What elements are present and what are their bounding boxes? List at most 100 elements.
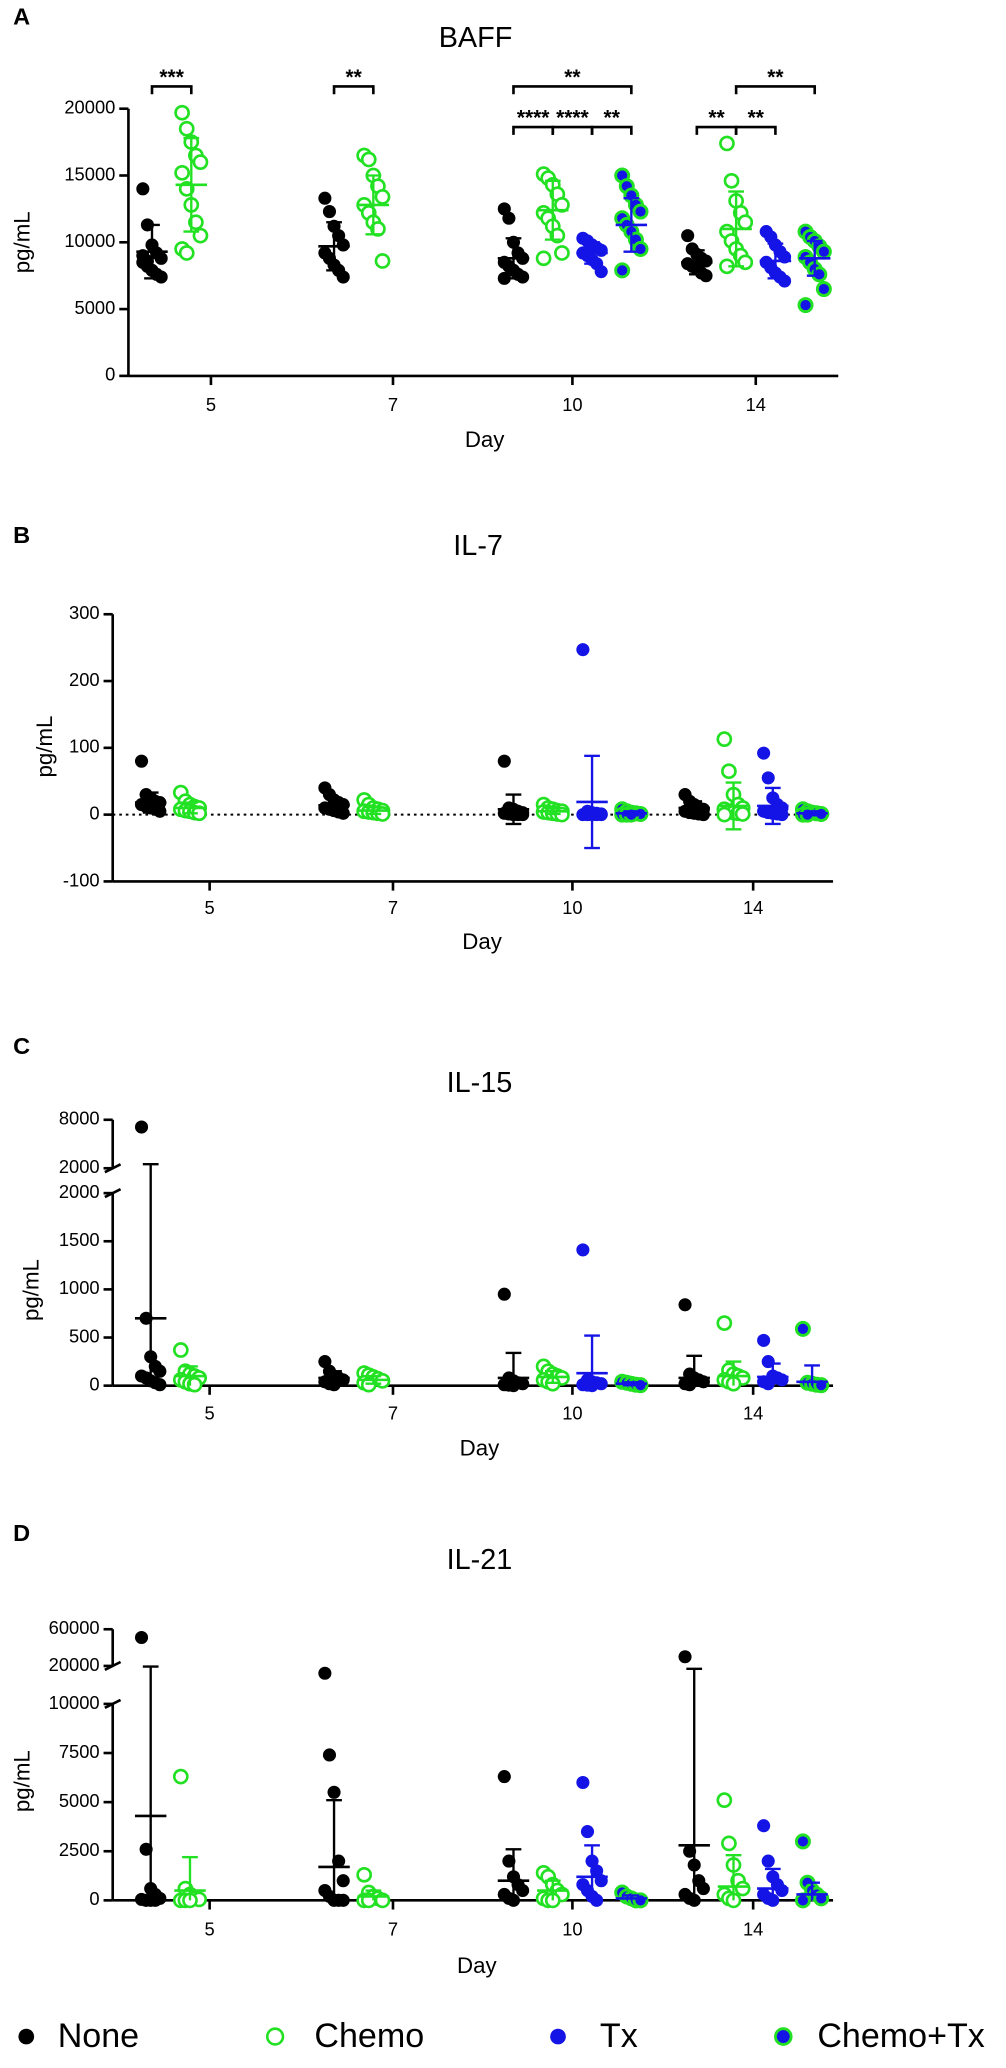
y-axis-label: pg/mL [32, 716, 57, 778]
chart-title: IL-7 [453, 530, 503, 562]
data-point [594, 265, 608, 279]
data-point [516, 1883, 530, 1898]
x-tick-label: 14 [743, 1918, 763, 1939]
data-point [356, 1866, 373, 1883]
data-point [332, 1854, 346, 1868]
data-point [716, 731, 733, 748]
data-point [136, 182, 150, 196]
y-tick-label: 20000 [49, 1654, 100, 1675]
data-point [683, 1378, 697, 1392]
data-point [590, 1893, 604, 1907]
x-tick-label: 7 [388, 1402, 398, 1423]
data-point [699, 254, 713, 268]
data-point [775, 808, 789, 822]
y-tick-label: 200 [69, 669, 100, 690]
data-point [716, 806, 733, 823]
significance-bracket [150, 85, 193, 95]
data-point [322, 205, 337, 219]
data-point [174, 104, 190, 121]
data-point [374, 189, 391, 205]
data-point [614, 262, 631, 279]
data-point [360, 151, 377, 168]
data-point [632, 203, 649, 220]
data-point [327, 1785, 341, 1799]
data-point [683, 1844, 697, 1858]
data-point [721, 763, 737, 780]
significance-label: ** [564, 66, 581, 89]
x-tick-label: 5 [205, 897, 215, 918]
y-tick-label: 100 [69, 736, 100, 757]
significance-label: ** [767, 66, 784, 89]
data-point [757, 1819, 771, 1833]
data-point [576, 1243, 590, 1257]
y-tick-label: 0 [89, 802, 99, 823]
data-point [516, 808, 530, 822]
data-point [502, 1854, 516, 1868]
data-point [761, 1355, 775, 1369]
legend-label: Chemo [314, 2017, 424, 2055]
y-tick-label: 5000 [75, 297, 116, 318]
panel-label: A [13, 4, 30, 30]
data-point [699, 269, 713, 283]
y-tick-label: 500 [69, 1325, 100, 1346]
significance-label: **** [517, 107, 550, 130]
x-tick-label: 10 [562, 394, 582, 415]
data-point [590, 1864, 604, 1878]
legend-marker [550, 2028, 566, 2045]
data-point [797, 297, 814, 314]
data-point [497, 1287, 511, 1301]
significance-label: *** [159, 66, 184, 89]
data-point [716, 1315, 733, 1331]
y-axis-label: pg/mL [19, 1259, 44, 1321]
data-point [153, 1364, 167, 1378]
x-axis-label: Day [462, 929, 502, 954]
y-tick-label: 10000 [49, 1692, 100, 1713]
data-point [497, 1770, 511, 1784]
data-point [188, 214, 204, 231]
y-tick-label: 10000 [64, 230, 115, 251]
significance-bracket [590, 125, 633, 135]
significance-label: ** [708, 107, 725, 130]
significance-label: **** [556, 107, 589, 130]
data-point [775, 1373, 789, 1387]
data-point [134, 1630, 149, 1645]
significance-label: ** [748, 107, 765, 130]
data-point [737, 214, 754, 231]
y-tick-label: 15000 [64, 163, 115, 184]
data-point [174, 164, 190, 181]
x-tick-label: 7 [388, 1918, 398, 1939]
x-tick-label: 14 [743, 1402, 763, 1423]
y-tick-label: -100 [63, 869, 100, 890]
data-point [576, 1775, 590, 1790]
data-point [154, 270, 168, 284]
data-point [734, 1880, 751, 1897]
x-tick-label: 10 [562, 897, 582, 918]
data-point [336, 1874, 350, 1888]
data-point [757, 1333, 771, 1347]
data-point [681, 229, 695, 243]
data-point [678, 1298, 692, 1312]
data-point [761, 771, 775, 785]
legend-marker [18, 2028, 35, 2045]
data-point [696, 808, 710, 822]
legend-label: Tx [600, 2017, 638, 2055]
y-tick-label: 8000 [59, 1108, 100, 1129]
significance-bracket [734, 125, 777, 135]
significance-bracket [734, 85, 817, 95]
data-point [516, 270, 530, 284]
data-point [172, 1768, 189, 1785]
data-point [554, 245, 570, 261]
x-tick-label: 7 [388, 394, 398, 415]
y-tick-label: 7500 [59, 1741, 100, 1762]
data-point [815, 281, 832, 298]
data-point [134, 754, 149, 768]
data-point [140, 254, 154, 268]
data-point [778, 274, 792, 288]
data-point [794, 1320, 811, 1337]
x-tick-label: 5 [205, 1402, 215, 1423]
data-point [775, 1883, 789, 1898]
y-axis-label: pg/mL [10, 211, 35, 273]
x-tick-label: 5 [205, 1918, 215, 1939]
data-point [757, 746, 771, 760]
